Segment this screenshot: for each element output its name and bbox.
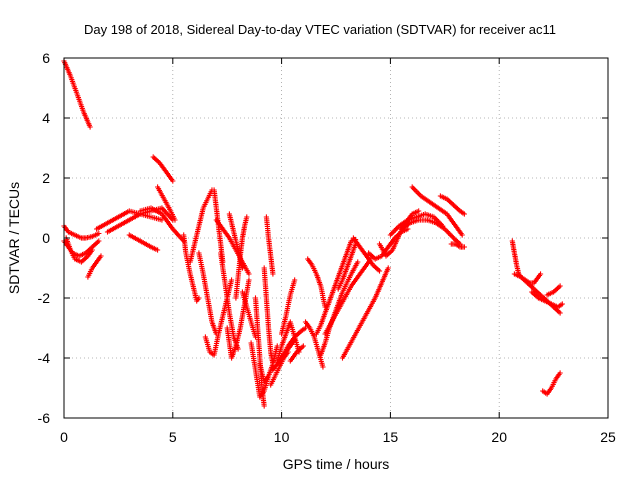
data-point-marks — [150, 154, 176, 184]
series-arc-13 — [187, 187, 215, 265]
series-arc-8 — [126, 232, 161, 253]
series-arc-49 — [509, 238, 544, 286]
x-tick-label: 15 — [383, 429, 399, 445]
series-arc-22 — [239, 289, 259, 340]
data-point-marks — [398, 217, 463, 247]
data-point-marks — [305, 256, 328, 310]
y-axis-label: SDTVAR / TECUs — [6, 182, 22, 294]
data-points — [61, 58, 565, 409]
series-arc-10 — [150, 154, 176, 184]
series-arc-39 — [322, 256, 374, 337]
series-arc-14 — [196, 250, 219, 337]
axis-ticks — [63, 57, 609, 419]
data-point-marks — [540, 370, 563, 397]
series-arc-51 — [529, 289, 565, 310]
data-point-marks — [61, 58, 93, 130]
data-point-marks — [233, 214, 250, 301]
data-point-marks — [181, 232, 202, 304]
x-tick-label: 10 — [274, 429, 290, 445]
series-arc-26 — [261, 265, 276, 367]
x-tick-label: 25 — [600, 429, 616, 445]
series-arc-52 — [544, 283, 563, 298]
x-tick-label: 20 — [491, 429, 507, 445]
data-point-marks — [274, 319, 302, 364]
series-arc-32 — [279, 277, 298, 337]
y-tick-label: 2 — [42, 170, 50, 186]
data-point-marks — [279, 277, 298, 337]
data-point-marks — [302, 319, 326, 370]
data-point-marks — [224, 277, 252, 361]
chart-title: Day 198 of 2018, Sidereal Day-to-day VTE… — [84, 22, 556, 37]
series-arc-40 — [339, 265, 391, 361]
series-arc-21 — [233, 214, 250, 301]
series-arc-41 — [350, 235, 383, 274]
data-point-marks — [187, 187, 215, 265]
series-arc-44 — [387, 211, 446, 238]
data-point-marks — [350, 235, 383, 274]
series-arc-31 — [279, 325, 309, 361]
series-arc-34 — [302, 319, 326, 370]
series-arc-53 — [540, 370, 563, 397]
series-arc-4 — [63, 235, 95, 265]
x-axis-label: GPS time / hours — [283, 456, 390, 472]
y-tick-label: -6 — [38, 410, 51, 426]
x-tick-label: 5 — [169, 429, 177, 445]
series-arc-5 — [85, 253, 104, 280]
data-point-marks — [126, 232, 161, 253]
data-point-marks — [544, 283, 563, 298]
data-point-marks — [85, 253, 104, 280]
data-point-marks — [437, 193, 467, 217]
y-tick-label: -2 — [38, 290, 51, 306]
data-point-marks — [448, 241, 467, 250]
data-point-marks — [529, 289, 565, 310]
data-point-marks — [155, 184, 178, 223]
data-point-marks — [239, 289, 259, 340]
data-point-marks — [279, 325, 309, 361]
series-arc-33 — [287, 343, 306, 364]
data-point-marks — [335, 241, 359, 292]
series-arc-1 — [61, 58, 93, 130]
series-arc-35 — [305, 256, 328, 310]
y-tick-label: -4 — [38, 350, 51, 366]
y-tick-label: 0 — [42, 230, 50, 246]
series-arc-48 — [448, 241, 467, 250]
data-point-marks — [261, 265, 276, 367]
data-point-marks — [263, 214, 276, 277]
series-arc-47 — [437, 193, 467, 217]
data-point-marks — [409, 184, 465, 238]
x-tick-label: 0 — [60, 429, 68, 445]
data-point-marks — [63, 235, 95, 265]
y-tick-label: 6 — [42, 50, 50, 66]
data-point-marks — [339, 265, 391, 361]
series-arc-19 — [224, 277, 252, 361]
data-point-marks — [509, 238, 544, 286]
series-arc-11 — [155, 184, 178, 223]
series-arc-38 — [335, 241, 359, 292]
data-point-marks — [137, 205, 187, 244]
data-point-marks — [287, 343, 306, 364]
y-tick-label: 4 — [42, 110, 50, 126]
series-arc-12 — [181, 232, 202, 304]
series-arc-30 — [274, 319, 302, 364]
series-arc-27 — [263, 214, 276, 277]
data-point-marks — [196, 250, 219, 337]
series-arc-45 — [398, 217, 463, 247]
series-arc-36 — [313, 236, 359, 337]
data-point-marks — [313, 236, 359, 337]
data-point-marks — [322, 256, 374, 337]
data-point-marks — [387, 211, 446, 238]
grid-lines — [64, 58, 608, 418]
series-arc-46 — [409, 184, 465, 238]
series-arc-9 — [137, 205, 187, 244]
tick-labels: 0 5 10 15 20 25 -6 -4 -2 0 2 4 6 — [38, 50, 616, 445]
